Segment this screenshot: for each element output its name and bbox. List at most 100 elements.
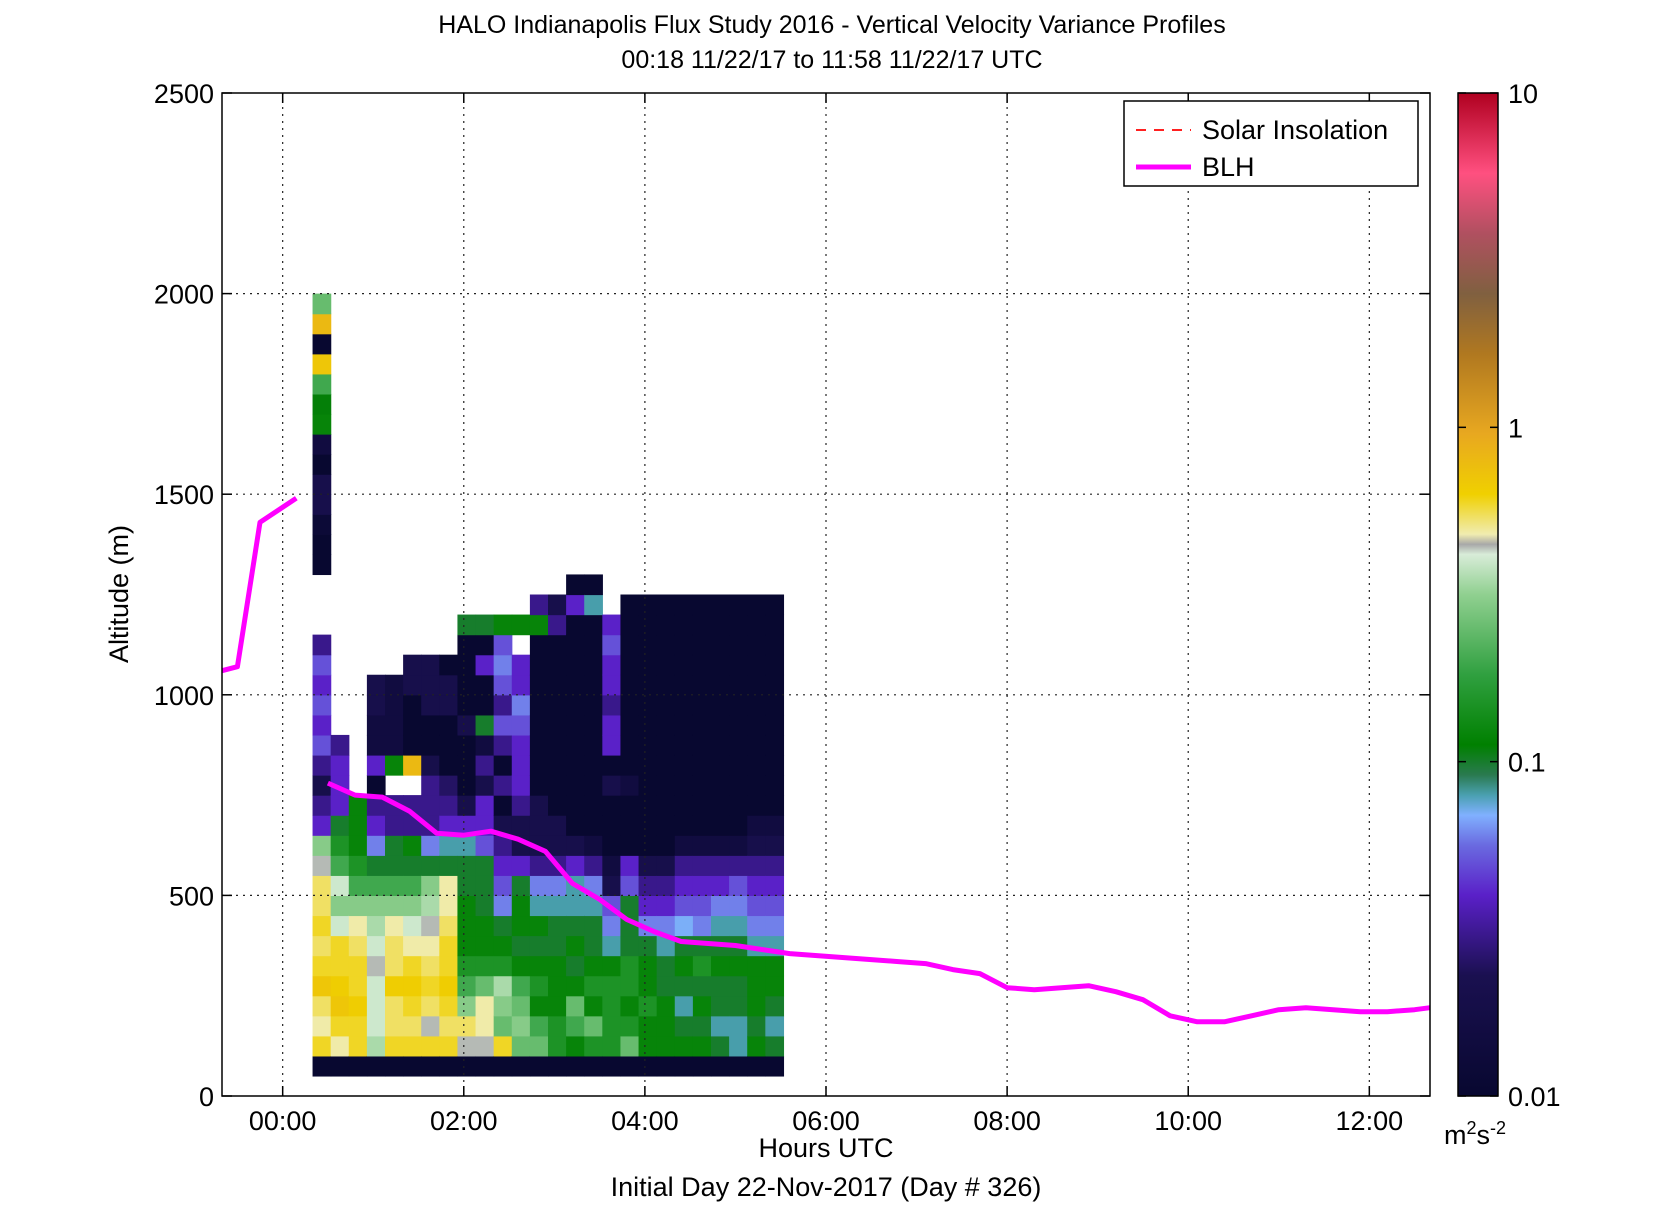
heatmap-cell — [312, 654, 332, 676]
heatmap-cell — [747, 815, 766, 836]
heatmap-cell — [638, 975, 658, 997]
heatmap-cell — [729, 815, 748, 836]
heatmap-cell — [475, 1035, 495, 1057]
heatmap-cell — [439, 955, 459, 977]
heatmap-cell — [403, 975, 422, 997]
heatmap-cell — [403, 935, 422, 957]
heatmap-cell — [566, 1055, 585, 1077]
heatmap-cell — [566, 754, 585, 776]
heatmap-cell — [711, 714, 730, 736]
heatmap-cell — [711, 775, 730, 796]
heatmap-cell — [529, 935, 549, 957]
heatmap-cell — [620, 614, 640, 636]
colorbar-tick-label: 0.01 — [1508, 1082, 1561, 1112]
heatmap-cell — [747, 895, 766, 917]
heatmap-cell — [312, 454, 332, 475]
heatmap-cell — [584, 734, 603, 756]
heatmap-cell — [529, 955, 549, 977]
heatmap-cell — [385, 1055, 404, 1077]
heatmap-cell — [385, 674, 404, 696]
heatmap-cell — [620, 674, 640, 696]
heatmap-cell — [711, 855, 730, 876]
heatmap-cell — [385, 734, 404, 756]
heatmap-cell — [711, 1015, 730, 1037]
heatmap-cell — [475, 995, 495, 1017]
heatmap-cell — [584, 674, 603, 696]
heatmap-cell — [656, 1015, 676, 1037]
heatmap-cell — [548, 594, 567, 616]
heatmap-cell — [312, 895, 332, 917]
heatmap-cell — [475, 795, 495, 816]
heatmap-cell — [711, 694, 730, 716]
heatmap-cell — [548, 714, 567, 736]
heatmap-cell — [511, 935, 531, 957]
heatmap-cell — [656, 975, 676, 997]
heatmap-cell — [385, 1015, 404, 1037]
heatmap-cell — [312, 1055, 332, 1077]
heatmap-cell — [765, 594, 785, 616]
heatmap-cell — [439, 915, 459, 937]
heatmap-cell — [711, 975, 730, 997]
heatmap-cell — [439, 855, 459, 876]
heatmap-cell — [765, 734, 785, 756]
heatmap-cell — [348, 975, 368, 997]
heatmap-cell — [548, 975, 567, 997]
heatmap-cell — [493, 975, 513, 997]
heatmap-cell — [692, 815, 712, 836]
heatmap-cell — [548, 634, 567, 656]
heatmap-cell — [421, 1055, 440, 1077]
heatmap-cell — [638, 1015, 658, 1037]
heatmap-cell — [674, 795, 694, 816]
y-tick-label: 1500 — [154, 480, 214, 510]
heatmap-cell — [584, 915, 603, 937]
heatmap-cell — [747, 614, 766, 636]
heatmap-cell — [529, 714, 549, 736]
heatmap-cell — [366, 795, 386, 816]
heatmap-cell — [348, 835, 368, 856]
heatmap-cell — [366, 1035, 386, 1057]
heatmap-cell — [475, 694, 495, 716]
heatmap-cell — [312, 875, 332, 896]
heatmap-cell — [348, 895, 368, 917]
heatmap-cell — [692, 614, 712, 636]
heatmap-cell — [711, 674, 730, 696]
heatmap-cell — [674, 594, 694, 616]
heatmap-cell — [747, 754, 766, 776]
heatmap-cell — [674, 734, 694, 756]
heatmap-cell — [638, 734, 658, 756]
heatmap-cell — [602, 1055, 622, 1077]
heatmap-cell — [638, 654, 658, 676]
heatmap-cell — [729, 1015, 748, 1037]
heatmap-cell — [493, 815, 513, 836]
heatmap-cell — [385, 694, 404, 716]
heatmap-cell — [457, 674, 477, 696]
heatmap-cell — [403, 955, 422, 977]
heatmap-cell — [692, 835, 712, 856]
heatmap-cell — [566, 734, 585, 756]
heatmap-cell — [729, 835, 748, 856]
heatmap-cell — [493, 775, 513, 796]
heatmap-cell — [529, 795, 549, 816]
heatmap-cell — [566, 995, 585, 1017]
heatmap-cell — [312, 1015, 332, 1037]
chart-title: HALO Indianapolis Flux Study 2016 - Vert… — [438, 11, 1225, 39]
heatmap-cell — [674, 835, 694, 856]
heatmap-cell — [584, 975, 603, 997]
heatmap-cell — [638, 594, 658, 616]
heatmap-cell — [385, 975, 404, 997]
heatmap-cell — [348, 955, 368, 977]
heatmap-cell — [421, 915, 440, 937]
heatmap-cell — [457, 795, 477, 816]
heatmap-cell — [638, 614, 658, 636]
heatmap-cell — [638, 694, 658, 716]
heatmap-cell — [620, 975, 640, 997]
heatmap-cell — [330, 875, 350, 896]
heatmap-cell — [312, 514, 332, 535]
heatmap-cell — [692, 674, 712, 696]
heatmap-cell — [366, 815, 386, 836]
heatmap-cell — [403, 915, 422, 937]
heatmap-cell — [656, 895, 676, 917]
legend-blh-label: BLH — [1202, 152, 1255, 182]
heatmap-cell — [656, 915, 676, 937]
heatmap-cell — [747, 795, 766, 816]
